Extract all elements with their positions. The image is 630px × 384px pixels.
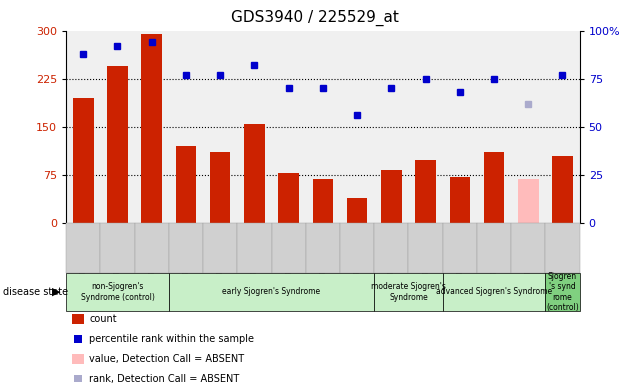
- Text: ▶: ▶: [52, 287, 60, 297]
- Text: percentile rank within the sample: percentile rank within the sample: [89, 334, 255, 344]
- Bar: [107, 66, 128, 223]
- Bar: [518, 179, 539, 223]
- Bar: [142, 34, 162, 223]
- Bar: [381, 170, 401, 223]
- Bar: [484, 152, 504, 223]
- Bar: [176, 146, 196, 223]
- Bar: [278, 173, 299, 223]
- Bar: [415, 160, 436, 223]
- Text: moderate Sjogren's
Syndrome: moderate Sjogren's Syndrome: [371, 282, 446, 301]
- Text: non-Sjogren's
Syndrome (control): non-Sjogren's Syndrome (control): [81, 282, 154, 301]
- Text: Sjogren
's synd
rome
(control): Sjogren 's synd rome (control): [546, 272, 579, 312]
- Bar: [347, 199, 367, 223]
- Bar: [553, 156, 573, 223]
- Text: advanced Sjogren's Syndrome: advanced Sjogren's Syndrome: [436, 287, 552, 296]
- Text: count: count: [89, 314, 117, 324]
- Text: rank, Detection Call = ABSENT: rank, Detection Call = ABSENT: [89, 374, 239, 384]
- Bar: [244, 124, 265, 223]
- Bar: [73, 98, 93, 223]
- Text: value, Detection Call = ABSENT: value, Detection Call = ABSENT: [89, 354, 244, 364]
- Bar: [312, 179, 333, 223]
- Bar: [450, 177, 470, 223]
- Text: early Sjogren's Syndrome: early Sjogren's Syndrome: [222, 287, 321, 296]
- Text: GDS3940 / 225529_at: GDS3940 / 225529_at: [231, 10, 399, 26]
- Bar: [210, 152, 231, 223]
- Text: disease state: disease state: [3, 287, 68, 297]
